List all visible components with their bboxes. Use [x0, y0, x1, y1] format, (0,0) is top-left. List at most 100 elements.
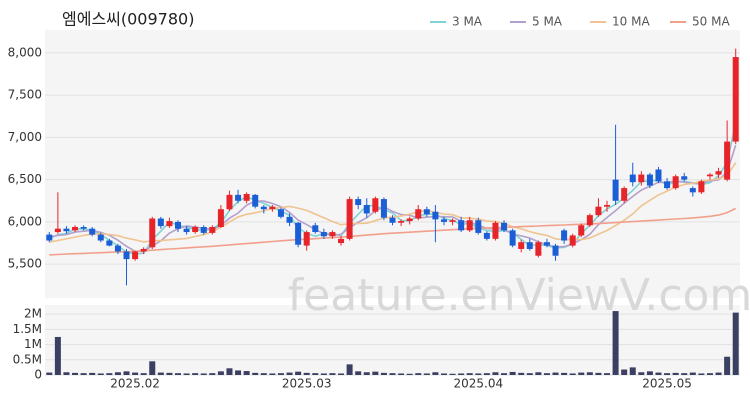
volume-bar: [286, 372, 293, 375]
volume-bar: [389, 373, 396, 375]
x-tick-label: 2025.05: [642, 377, 692, 391]
candle-body: [569, 235, 576, 246]
volume-bar: [681, 373, 688, 375]
candle-body: [114, 245, 121, 252]
candle-body: [380, 199, 387, 218]
volume-bar: [217, 371, 224, 375]
volume-bar: [501, 373, 508, 375]
volume-bar: [200, 373, 207, 375]
volume-bar: [46, 372, 53, 375]
candle-body: [389, 217, 396, 223]
candle-body: [149, 218, 156, 248]
volume-bar: [604, 373, 611, 375]
volume-bar: [552, 372, 559, 375]
volume-bar: [380, 372, 387, 375]
volume-bar: [295, 371, 302, 375]
y-tick-label: 0.5M: [13, 352, 42, 366]
y-tick-label: 6,500: [8, 172, 42, 186]
volume-bar: [166, 372, 173, 375]
ma-line: [49, 144, 737, 253]
volume-bar: [157, 372, 164, 375]
legend-label: 50 MA: [692, 15, 730, 29]
candle-body: [320, 232, 327, 237]
candle-body: [192, 226, 199, 233]
candle-body: [295, 222, 302, 245]
volume-bar: [140, 373, 147, 375]
price-panel: [45, 30, 740, 298]
candle-body: [398, 221, 405, 223]
ma-line: [49, 207, 737, 256]
candle-body: [89, 228, 96, 235]
volume-bar: [629, 367, 636, 375]
volume-bar: [260, 373, 267, 375]
volume-bar: [226, 368, 233, 375]
candle-body: [226, 194, 233, 210]
volume-bar: [320, 373, 327, 375]
y-tick-label: 7,000: [8, 130, 42, 144]
y-tick-label: 2M: [24, 307, 42, 321]
candle-body: [492, 222, 499, 239]
volume-bar: [114, 372, 121, 375]
volume-bar: [149, 361, 156, 375]
candle-body: [681, 176, 688, 180]
candle-body: [140, 248, 147, 252]
y-tick-label: 7,500: [8, 88, 42, 102]
candle-body: [432, 211, 439, 220]
candle-body: [621, 188, 628, 201]
candle-body: [458, 220, 465, 231]
candle-body: [54, 228, 61, 233]
volume-bar: [475, 373, 482, 375]
candle-body: [509, 230, 516, 246]
volume-bar: [363, 372, 370, 375]
volume-bar: [423, 373, 430, 375]
candle-body: [449, 220, 456, 222]
volume-bar: [80, 373, 87, 375]
candle-body: [629, 174, 636, 183]
candle-body: [440, 219, 447, 222]
y-tick-label: 0: [34, 368, 42, 382]
volume-bar: [732, 312, 739, 375]
candle-body: [561, 230, 568, 241]
candle-body: [655, 169, 662, 182]
candle-body: [586, 215, 593, 226]
candle-body: [63, 228, 70, 232]
candle-body: [355, 199, 362, 206]
volume-bar: [655, 372, 662, 375]
candle-body: [209, 226, 216, 233]
y-tick-label: 8,000: [8, 45, 42, 59]
volume-bar: [492, 372, 499, 375]
volume-bar: [432, 372, 439, 375]
volume-bar: [569, 373, 576, 375]
volume-bar: [664, 373, 671, 375]
volume-bar: [466, 373, 473, 375]
candle-body: [672, 176, 679, 189]
volume-bar: [689, 372, 696, 375]
candle-body: [646, 174, 653, 186]
volume-bar: [715, 372, 722, 375]
volume-bar: [518, 372, 525, 375]
volume-bar: [106, 373, 113, 375]
y-tick-label: 1.5M: [13, 322, 42, 336]
candle-body: [612, 179, 619, 201]
volume-bar: [89, 372, 96, 375]
volume-bar: [483, 373, 490, 375]
candle-body: [269, 206, 276, 210]
x-tick-label: 2025.02: [110, 377, 160, 391]
x-tick-label: 2025.04: [453, 377, 503, 391]
candle-body: [252, 194, 259, 207]
candle-body: [724, 141, 731, 180]
candle-body: [157, 218, 164, 227]
volume-bar: [192, 373, 199, 375]
legend-label: 3 MA: [452, 15, 483, 29]
volume-bar: [252, 372, 259, 375]
candle-body: [303, 232, 310, 246]
volume-bar: [277, 373, 284, 375]
volume-bar: [543, 373, 550, 375]
volume-bar: [706, 373, 713, 375]
volume-bar: [509, 371, 516, 375]
candle-body: [166, 221, 173, 227]
volume-bar: [526, 373, 533, 375]
candle-body: [543, 242, 550, 246]
volume-bar: [578, 372, 585, 375]
